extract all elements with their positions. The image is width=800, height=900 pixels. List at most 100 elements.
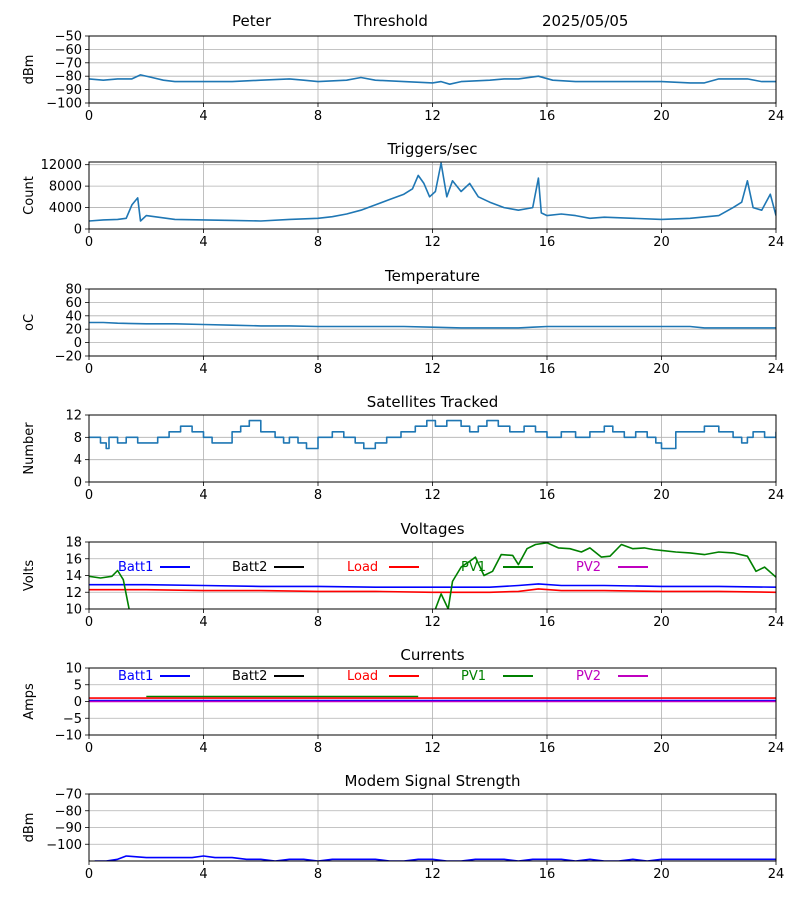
panel-2-ytick-label: 4000 xyxy=(49,201,82,216)
panel-3-ytick-label: 60 xyxy=(65,296,82,311)
panel-3-xtick-label: 16 xyxy=(539,362,556,377)
panel-6-xtick-label: 20 xyxy=(653,741,670,756)
panel-6-ylabel: Amps xyxy=(22,683,37,720)
panel-5-ytick-label: 14 xyxy=(65,569,82,584)
panel-4-ytick-label: 8 xyxy=(74,431,82,446)
panel-3-series-line-0 xyxy=(89,321,776,329)
panel-3-xtick-label: 8 xyxy=(314,362,322,377)
panel-1-series-line-0 xyxy=(89,74,776,85)
panel-7-ytick-label: −100 xyxy=(46,838,82,853)
panel-2-title: Triggers/sec xyxy=(387,140,478,158)
panel-5-xtick-label: 24 xyxy=(768,615,785,630)
panel-7-title: Modem Signal Strength xyxy=(345,772,521,790)
panel-1-xtick-label: 0 xyxy=(85,109,93,124)
panel-4-xtick-label: 16 xyxy=(539,488,556,503)
panel-3-frame xyxy=(88,288,777,357)
panel-5-ytick-label: 16 xyxy=(65,552,82,567)
panel-5-series-pv1-2 xyxy=(89,569,130,609)
panel-5-ytick-label: 10 xyxy=(65,603,82,618)
panel-7-xtick-label: 12 xyxy=(424,867,441,882)
panel-7-ytick-label: −90 xyxy=(55,821,82,836)
panel-6-xtick-label: 4 xyxy=(199,741,207,756)
panel-3-ytick-label: −20 xyxy=(55,350,82,365)
panel-4-xtick-label: 0 xyxy=(85,488,93,503)
panel-2-ytick-label: 12000 xyxy=(41,158,82,173)
panel-6-legend-label: Batt2 xyxy=(232,669,267,684)
panel-3-ylabel: oC xyxy=(22,314,37,331)
panel-1-ytick-label: −100 xyxy=(46,97,82,112)
panel-5-ylabel: Volts xyxy=(22,560,37,592)
panel-6-title: Currents xyxy=(400,646,464,664)
panel-5-xtick-label: 16 xyxy=(539,615,556,630)
panel-1-ylabel: dBm xyxy=(22,55,37,85)
panel-1-ytick-label: −80 xyxy=(55,70,82,85)
station-label: Peter xyxy=(232,12,272,30)
panel-5-legend-label: PV1 xyxy=(461,560,486,575)
mode-label: Threshold xyxy=(354,12,428,30)
panel-3-ytick-label: 80 xyxy=(65,283,82,298)
panel-1-frame xyxy=(88,35,777,104)
panel-4-ytick-label: 0 xyxy=(74,476,82,491)
panel-2-ylabel: Count xyxy=(22,176,37,215)
panel-4-ytick-label: 4 xyxy=(74,453,82,468)
panel-7-ytick-label: −80 xyxy=(55,804,82,819)
panel-7-xtick-label: 0 xyxy=(85,867,93,882)
panel-1-xtick-label: 24 xyxy=(768,109,785,124)
panel-5-legend-label: Batt1 xyxy=(118,560,153,575)
panel-2-ytick-label: 0 xyxy=(74,223,82,238)
panel-2-xtick-label: 20 xyxy=(653,235,670,250)
panel-5-series-pv1-3 xyxy=(434,542,776,609)
panel-5-xtick-label: 0 xyxy=(85,615,93,630)
panel-7-series-line-0 xyxy=(94,855,776,861)
panel-4-ylabel: Number xyxy=(22,422,37,475)
panel-2-series-line-0 xyxy=(89,162,776,222)
panel-4-xtick-label: 24 xyxy=(768,488,785,503)
panel-7-xtick-label: 8 xyxy=(314,867,322,882)
panel-5-title: Voltages xyxy=(400,520,464,538)
panel-4-xtick-label: 12 xyxy=(424,488,441,503)
panel-7-ytick-label: −70 xyxy=(55,788,82,803)
panel-4-xtick-label: 20 xyxy=(653,488,670,503)
panel-1-xtick-label: 8 xyxy=(314,109,322,124)
panel-2-xtick-label: 0 xyxy=(85,235,93,250)
panel-4-ytick-label: 12 xyxy=(65,409,82,424)
panel-3-xtick-label: 0 xyxy=(85,362,93,377)
panel-1-ytick-label: −50 xyxy=(55,30,82,45)
panel-1-xtick-label: 4 xyxy=(199,109,207,124)
panel-1-ytick-label: −90 xyxy=(55,83,82,98)
panel-7-frame xyxy=(88,793,777,862)
panel-3-title: Temperature xyxy=(384,267,480,285)
panel-1-ytick-label: −60 xyxy=(55,43,82,58)
panel-6-legend-label: Load xyxy=(347,669,378,684)
panel-1-xtick-label: 20 xyxy=(653,109,670,124)
panel-6-xtick-label: 16 xyxy=(539,741,556,756)
panel-3-xtick-label: 20 xyxy=(653,362,670,377)
panel-3-xtick-label: 12 xyxy=(424,362,441,377)
panel-6-frame xyxy=(88,667,777,736)
panel-2-xtick-label: 8 xyxy=(314,235,322,250)
date-label: 2025/05/05 xyxy=(542,12,629,30)
panel-2-xtick-label: 24 xyxy=(768,235,785,250)
panel-5-xtick-label: 12 xyxy=(424,615,441,630)
panel-5-ytick-label: 18 xyxy=(65,536,82,551)
panel-7-xtick-label: 20 xyxy=(653,867,670,882)
panel-2-xtick-label: 4 xyxy=(199,235,207,250)
panel-3-ytick-label: 20 xyxy=(65,323,82,338)
panel-5-ytick-label: 12 xyxy=(65,586,82,601)
panel-6-xtick-label: 8 xyxy=(314,741,322,756)
panel-5-legend-label: PV2 xyxy=(576,560,601,575)
panel-5-xtick-label: 20 xyxy=(653,615,670,630)
panel-5-frame xyxy=(88,541,777,610)
panel-5-series-batt1-0 xyxy=(89,583,776,588)
panel-4-xtick-label: 8 xyxy=(314,488,322,503)
panel-7-ylabel: dBm xyxy=(22,813,37,843)
panel-3-ytick-label: 0 xyxy=(74,336,82,351)
panel-2-ytick-label: 8000 xyxy=(49,180,82,195)
panel-3-xtick-label: 4 xyxy=(199,362,207,377)
panel-4-title: Satellites Tracked xyxy=(367,393,498,411)
panel-6-ytick-label: −5 xyxy=(63,712,82,727)
panel-3-xtick-label: 24 xyxy=(768,362,785,377)
panel-6-ytick-label: 0 xyxy=(74,695,82,710)
